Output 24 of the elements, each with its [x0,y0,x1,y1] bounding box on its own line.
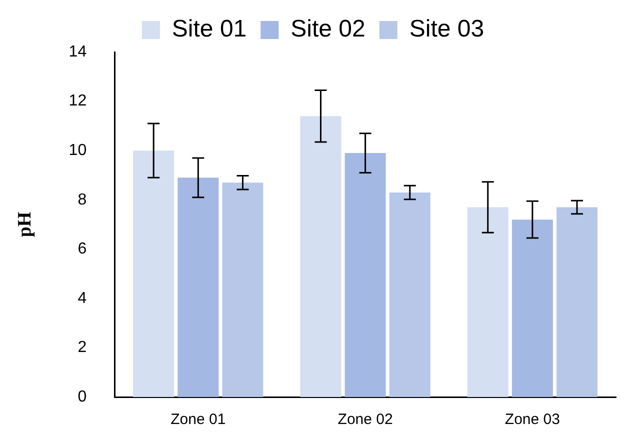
bar [300,116,342,397]
x-tick-label: Zone 03 [504,411,560,428]
bar [344,153,386,397]
bar [133,150,174,397]
bar [467,207,508,397]
legend-label: Site 01 [172,16,247,43]
bar [389,192,430,397]
y-tick-label: 12 [68,92,87,110]
bar [178,178,219,397]
y-axis-title: pH [14,212,36,238]
legend-label: Site 02 [290,16,366,43]
bar [556,207,598,397]
y-tick-label: 0 [78,388,87,406]
y-tick-label: 6 [78,240,87,258]
y-tick-label: 10 [68,142,87,159]
x-tick-label: Zone 02 [338,411,393,428]
bar [222,182,264,397]
bar [512,220,553,397]
y-tick-label: 2 [78,339,87,356]
legend-label: Site 03 [409,16,484,43]
y-tick-label: 14 [68,43,87,60]
y-tick-label: 4 [78,290,87,307]
y-tick-label: 8 [78,191,87,208]
x-tick-label: Zone 01 [170,411,226,428]
